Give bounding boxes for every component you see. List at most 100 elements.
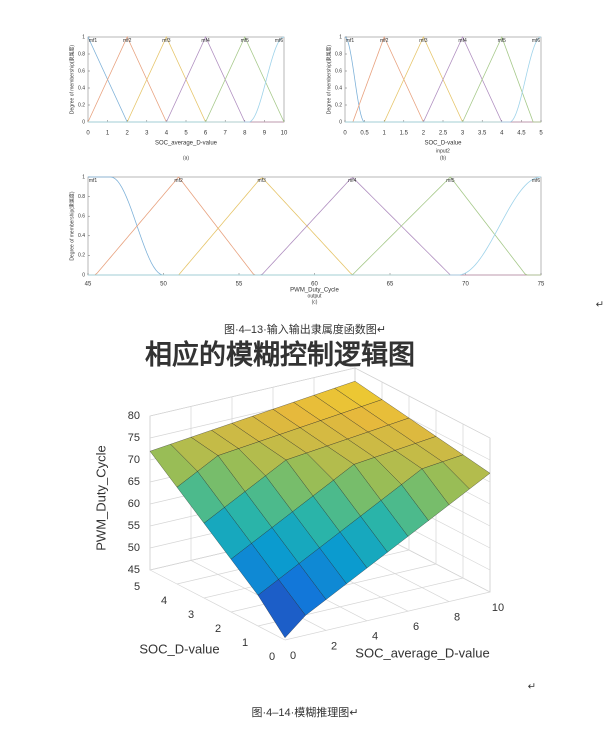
y-tick-label: 1 (82, 174, 85, 180)
y-tick-label: 0 (269, 651, 275, 663)
paragraph-mark: ↵ (528, 682, 536, 693)
y-tick-label: 0 (339, 119, 342, 125)
y-tick-label: 0.2 (78, 102, 85, 108)
z-tick-label: 75 (128, 432, 140, 444)
curve-label: mf3 (257, 178, 266, 184)
y-tick-label: 0.6 (78, 214, 85, 220)
x-tick-label: 4 (372, 631, 378, 643)
z-tick-label: 55 (128, 520, 140, 532)
curve-label: mf3 (162, 38, 171, 44)
x-tick-label: 2 (422, 131, 426, 137)
y-tick-label: 4 (161, 595, 167, 607)
x-tick-label: 1 (383, 131, 387, 137)
x-tick-label: 2 (331, 640, 337, 652)
x-tick-label: 45 (85, 282, 92, 288)
y-tick-label: 0.6 (78, 68, 85, 74)
curve-label: mf1 (346, 38, 355, 44)
subfigure-caption: (a) (183, 155, 189, 161)
figure-caption: 图·4–14·模糊推理图↵ (251, 705, 358, 719)
curve-label: mf1 (89, 178, 98, 184)
grid-line (149, 367, 356, 417)
x-tick-label: 0 (86, 131, 90, 137)
y-tick-label: 5 (134, 581, 140, 593)
curve-label: mf2 (380, 38, 389, 44)
z-axis-title: PWM_Duty_Cycle (93, 445, 108, 550)
x-tick-label: 5 (539, 131, 543, 137)
subfigure-caption: (c) (312, 299, 318, 305)
x-tick-label: 10 (492, 602, 504, 614)
y-tick-label: 0 (82, 119, 85, 125)
z-tick-label: 60 (128, 498, 140, 510)
grid-line (354, 367, 491, 439)
z-tick-label: 70 (128, 454, 140, 466)
y-tick-label: 1 (339, 34, 342, 40)
y-tick-label: 0.4 (78, 233, 85, 239)
x-tick-label: 4 (500, 131, 504, 137)
x-tick-label: 0 (290, 650, 296, 662)
plot-frame (87, 176, 542, 276)
surface-patch (257, 579, 306, 639)
y-tick-label: 0.2 (78, 253, 85, 259)
x-tick-label: 4 (165, 131, 169, 137)
x-tick-label: 3 (461, 131, 465, 137)
x-tick-label: 4.5 (517, 131, 526, 137)
x-axis-title: SOC_D-value (424, 141, 462, 147)
x-axis-subtitle: output (308, 293, 323, 299)
x-tick-label: 75 (538, 282, 545, 288)
x-tick-label: 3 (145, 131, 149, 137)
curve-label: mf4 (458, 38, 467, 44)
membership-curve (345, 36, 542, 123)
x-tick-label: 2 (126, 131, 130, 137)
curve-label: mf4 (201, 38, 210, 44)
y-tick-label: 1 (242, 637, 248, 649)
membership-curve (88, 176, 542, 276)
curve-label: mf5 (446, 178, 455, 184)
curve-label: mf2 (123, 38, 132, 44)
paragraph-mark: ↵ (596, 300, 604, 311)
x-tick-label: 3.5 (478, 131, 487, 137)
subfigure-caption: (b) (440, 155, 446, 161)
curve-label: mf5 (498, 38, 507, 44)
y-tick-label: 3 (188, 609, 194, 621)
x-tick-label: 1 (106, 131, 110, 137)
x-tick-label: 2.5 (439, 131, 448, 137)
x-tick-label: 8 (454, 612, 460, 624)
x-tick-label: 65 (387, 282, 394, 288)
x-tick-label: 5 (184, 131, 188, 137)
y-tick-label: 0.8 (335, 51, 342, 57)
y-axis-title: SOC_D-value (139, 641, 219, 656)
y-tick-label: 0.2 (335, 102, 342, 108)
grid-line (149, 569, 286, 641)
curve-label: mf1 (89, 38, 98, 44)
y-tick-label: 0.8 (78, 51, 85, 57)
x-tick-label: 60 (311, 282, 318, 288)
z-tick-label: 50 (128, 542, 140, 554)
figure-caption: 图·4–13·输入输出隶属度函数图↵ (224, 322, 386, 336)
x-axis-subtitle: input2 (436, 148, 450, 154)
curve-label: mf5 (241, 38, 250, 44)
x-tick-label: 7 (224, 131, 228, 137)
x-axis-title: SOC_average_D-value (155, 141, 218, 147)
y-axis-title: Degree of membership(隶属度) (325, 45, 332, 115)
y-tick-label: 0.4 (78, 85, 85, 91)
curve-label: mf6 (532, 38, 541, 44)
z-tick-label: 65 (128, 476, 140, 488)
x-axis-title: SOC_average_D-value (355, 645, 489, 660)
x-tick-label: 0 (343, 131, 347, 137)
y-tick-label: 1 (82, 34, 85, 40)
y-tick-label: 0.4 (335, 85, 342, 91)
x-tick-label: 70 (462, 282, 469, 288)
grid-line (284, 591, 491, 641)
y-axis-title: Degree of membership(隶属度) (68, 191, 75, 261)
y-tick-label: 0.8 (78, 194, 85, 200)
x-axis-title: PWM_Duty_Cycle (290, 288, 339, 294)
z-tick-label: 45 (128, 564, 140, 576)
y-tick-label: 0 (82, 272, 85, 278)
x-tick-label: 55 (236, 282, 243, 288)
x-tick-label: 8 (243, 131, 247, 137)
x-tick-label: 6 (413, 621, 419, 633)
curve-label: mf2 (174, 178, 183, 184)
x-tick-label: 1.5 (400, 131, 409, 137)
curve-label: mf3 (419, 38, 428, 44)
